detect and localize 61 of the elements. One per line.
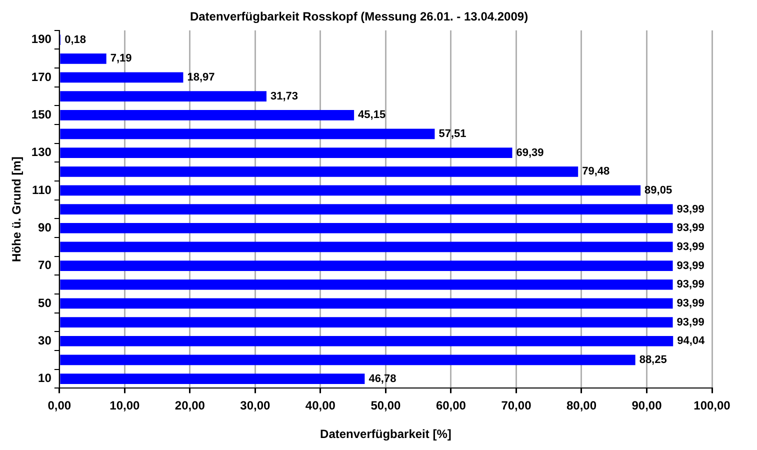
- bar: [60, 374, 365, 384]
- bar: [60, 222, 673, 234]
- y-tick-label: 150: [31, 107, 52, 122]
- data-label: 31,73: [270, 90, 298, 102]
- bar: [60, 298, 673, 309]
- data-label: 93,99: [676, 240, 704, 253]
- y-tick-label: 10: [38, 371, 52, 386]
- data-label: 79,48: [582, 166, 610, 178]
- data-label: 69,39: [516, 146, 544, 159]
- y-tick-label: 30: [38, 333, 52, 348]
- data-label: 93,99: [676, 260, 704, 272]
- data-label: 94,04: [677, 335, 706, 348]
- data-label: 93,99: [676, 222, 704, 234]
- bar: [60, 110, 354, 120]
- data-label: 93,99: [676, 278, 704, 291]
- bar: [60, 128, 435, 140]
- y-tick-label: 190: [31, 32, 52, 46]
- bar: [60, 72, 184, 83]
- x-axis-title: Datenverfügbarkeit [%]: [320, 427, 452, 442]
- bar: [60, 260, 673, 271]
- x-tick-label: 50,00: [370, 398, 402, 413]
- bar: [60, 279, 673, 290]
- data-label: 46,78: [368, 372, 396, 385]
- chart-title: Datenverfügbarkeit Rosskopf (Messung 26.01. - 13.04.2009): [190, 10, 528, 24]
- y-tick-label: 110: [32, 182, 52, 197]
- data-label: 45,15: [358, 109, 386, 122]
- data-label: 18,97: [187, 72, 215, 84]
- bar: [60, 204, 673, 214]
- bar: [60, 317, 673, 328]
- y-tick-label: 130: [31, 145, 52, 160]
- y-tick-label: 70: [38, 258, 52, 272]
- y-tick-label: 170: [31, 70, 52, 84]
- bar: [60, 91, 266, 102]
- bar: [60, 242, 673, 252]
- data-label: 89,05: [644, 184, 672, 196]
- y-tick-label: 90: [38, 220, 52, 234]
- bar: [60, 53, 106, 64]
- x-tick-label: 60,00: [436, 398, 466, 413]
- x-tick-label: 30,00: [240, 398, 271, 413]
- bar: [60, 166, 578, 177]
- y-tick-label: 50: [38, 296, 52, 310]
- bar: [60, 354, 636, 366]
- data-label: 57,51: [438, 128, 466, 140]
- x-tick-label: 90,00: [632, 398, 662, 413]
- data-label: 7,19: [110, 52, 132, 65]
- data-label: 88,25: [639, 354, 667, 366]
- x-tick-label: 10,00: [110, 398, 140, 413]
- data-label: 93,99: [676, 316, 704, 328]
- x-tick-label: 40,00: [305, 398, 336, 413]
- data-label: 93,99: [676, 297, 704, 310]
- x-tick-label: 20,00: [174, 398, 206, 413]
- bar: [60, 148, 512, 158]
- data-label: 93,99: [676, 203, 704, 216]
- data-label: 0,18: [64, 34, 86, 46]
- bar: [60, 185, 641, 196]
- x-tick-label: 100,00: [694, 398, 731, 413]
- x-tick-label: 70,00: [501, 398, 532, 413]
- bar: [60, 336, 674, 346]
- y-axis-title: Höhe ü. Grund [m]: [10, 156, 24, 262]
- x-tick-label: 80,00: [566, 398, 597, 413]
- x-tick-label: 0,00: [48, 398, 72, 413]
